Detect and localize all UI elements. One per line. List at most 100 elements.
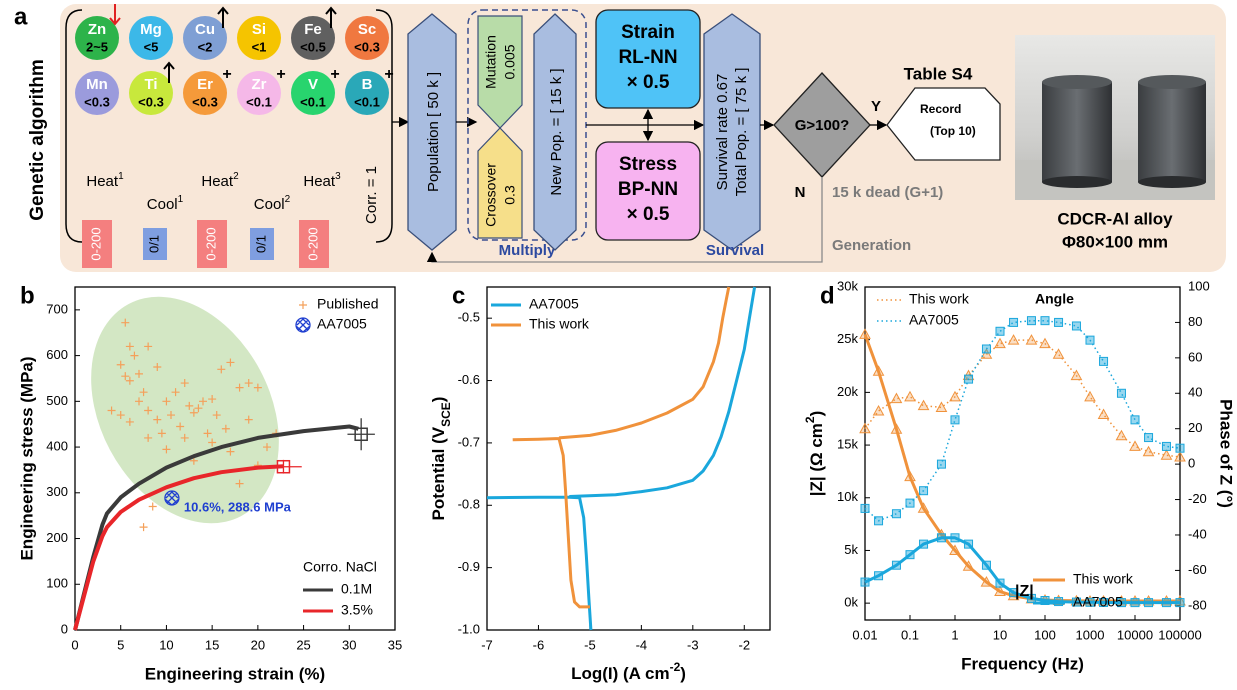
axis-label-part: Potential (V xyxy=(429,426,448,520)
y-tick-label: 200 xyxy=(46,530,68,545)
x-tick-label: 10000 xyxy=(1117,627,1153,642)
legend-label: This work xyxy=(909,291,970,307)
legend-label: AA7005 xyxy=(909,312,959,328)
legend-title: Angle xyxy=(1035,291,1074,307)
axis-label-part: -2 xyxy=(670,660,681,674)
step-range: 0-200 xyxy=(203,227,218,260)
x-tick-label: 30 xyxy=(342,637,356,652)
marker xyxy=(937,460,945,468)
alloy: CDCR-Al alloy xyxy=(1057,209,1173,228)
figure: a Genetic algorithm Zn2~5Mg<5Cu<2Si<1Fe<… xyxy=(0,0,1237,690)
marker xyxy=(919,503,929,512)
side-title: Genetic algorithm xyxy=(27,59,48,221)
y-tick-label: 500 xyxy=(46,393,68,408)
y-tick-label: -0.9 xyxy=(458,559,480,574)
panel-letter: b xyxy=(20,282,35,309)
element-limit: <0.3 xyxy=(84,94,110,109)
legend-label: This work xyxy=(1073,571,1134,587)
x-tick-label: 0.01 xyxy=(852,627,877,642)
y-tick-label: 5k xyxy=(844,542,858,557)
step-label-text: Cool xyxy=(254,196,285,213)
strain: Strain xyxy=(621,22,675,43)
element-limit: <5 xyxy=(144,39,159,54)
legend-label: 3.5% xyxy=(341,602,373,618)
step-label-sup: 2 xyxy=(233,171,239,182)
marker xyxy=(1085,392,1095,401)
element-limit: <0.3 xyxy=(192,94,218,109)
axis-label: Engineering strain (%) xyxy=(145,664,325,683)
element-symbol: Zn xyxy=(88,21,106,38)
step-label-text: Heat xyxy=(201,173,234,190)
multiply-label: Multiply xyxy=(499,242,556,259)
step-range: 0-200 xyxy=(305,227,320,260)
scatter-point xyxy=(140,523,148,531)
marker xyxy=(1071,371,1081,380)
plot-frame xyxy=(487,287,770,630)
y-tick-label: -0.5 xyxy=(458,310,480,325)
element-sign: + xyxy=(276,66,285,83)
y-tick-label: 0 xyxy=(61,621,68,636)
y-tick-label: -1.0 xyxy=(458,621,480,636)
marker xyxy=(1055,318,1063,326)
marker xyxy=(892,510,900,518)
element-symbol: Cu xyxy=(195,21,215,38)
size: Φ80×100 mm xyxy=(1062,232,1168,251)
x-tick-label: -5 xyxy=(584,637,596,652)
x-tick-label: 25 xyxy=(296,637,310,652)
marker xyxy=(920,540,928,548)
axis-label-part: ) xyxy=(807,411,826,417)
y-tick-label: 100 xyxy=(46,576,68,591)
marker xyxy=(995,339,1005,348)
population: Population [ 50 k ] xyxy=(425,72,442,192)
series-line xyxy=(865,334,1180,601)
marker xyxy=(965,540,973,548)
marker xyxy=(937,534,945,542)
marker xyxy=(982,345,990,353)
marker xyxy=(906,551,914,559)
y-tick-label: 30k xyxy=(837,278,858,293)
element-limit: <0.3 xyxy=(138,94,164,109)
series-line xyxy=(487,287,755,630)
marker xyxy=(1041,317,1049,325)
y-tick-label: -0.8 xyxy=(458,497,480,512)
stress: × 0.5 xyxy=(627,204,670,225)
step-label-sup: 1 xyxy=(178,194,184,205)
y-tick-label: 25k xyxy=(837,331,858,346)
y2-tick-label: 20 xyxy=(1188,420,1202,435)
marker xyxy=(874,366,884,375)
marker xyxy=(951,534,959,542)
marker xyxy=(920,487,928,495)
step-range: 0-200 xyxy=(88,227,103,260)
step-label-text: Heat xyxy=(303,173,336,190)
element-symbol: V xyxy=(308,76,318,93)
axis-label: Engineering stress (MPa) xyxy=(17,356,36,560)
y2-tick-label: 100 xyxy=(1188,278,1210,293)
element-limit: <0.1 xyxy=(354,94,380,109)
strain: RL-NN xyxy=(618,47,677,68)
x-tick-label: 1000 xyxy=(1076,627,1105,642)
legend-label: AA7005 xyxy=(317,316,367,332)
legend-label: Published xyxy=(317,296,379,312)
legend-marker xyxy=(299,301,307,309)
panel-letter: d xyxy=(820,282,835,309)
survival-label: Survival xyxy=(706,242,764,259)
element-limit: <1 xyxy=(252,39,267,54)
step-label-text: Heat xyxy=(86,173,119,190)
scatter-point xyxy=(149,503,157,511)
axis-label-part: Log(I) (A cm xyxy=(571,664,670,683)
x-tick-label: 10 xyxy=(993,627,1007,642)
marker xyxy=(1054,349,1064,358)
axis-label: Log(I) (A cm-2) xyxy=(571,660,686,683)
marker xyxy=(965,375,973,383)
element-symbol: Sc xyxy=(358,21,376,38)
marker xyxy=(996,579,1004,587)
x-tick-label: -3 xyxy=(687,637,699,652)
element-sign: + xyxy=(330,66,339,83)
y2-tick-label: -20 xyxy=(1188,491,1207,506)
y-tick-label: 10k xyxy=(837,489,858,504)
element-symbol: Mg xyxy=(140,21,162,38)
marker xyxy=(1072,322,1080,330)
strain: × 0.5 xyxy=(627,72,670,93)
legend-label: AA7005 xyxy=(1073,594,1123,610)
x-tick-label: 1 xyxy=(951,627,958,642)
